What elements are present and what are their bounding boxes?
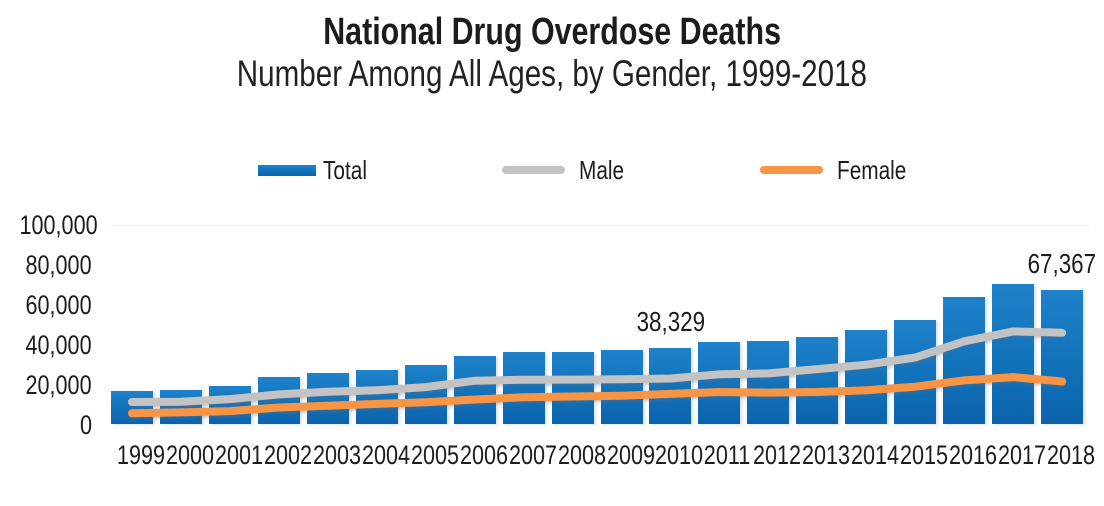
x-axis-tick-2013: 2013 (796, 441, 850, 469)
total-bar-2011 (698, 341, 741, 425)
total-bar-2018 (1041, 289, 1084, 425)
y-axis-tick-label: 100,000 (19, 209, 98, 240)
x-axis-tick-label: 2018 (1047, 440, 1096, 470)
x-axis-tick-label: 2008 (557, 440, 606, 470)
legend-item-male: Male (502, 156, 635, 184)
x-axis-tick-2011: 2011 (698, 440, 751, 470)
y-axis-tick-label: 20,000 (25, 369, 92, 400)
x-axis-tick-2018: 2018 (1041, 441, 1095, 469)
x-axis-tick-2000: 2000 (160, 441, 214, 469)
x-axis-tick-2002: 2002 (258, 441, 312, 469)
total-bar-2009 (600, 350, 643, 425)
total-bar-2015 (894, 319, 937, 425)
total-bar-1999 (111, 390, 153, 425)
x-axis-tick-label: 2000 (165, 440, 215, 470)
y-axis-tick-label: 0 (79, 409, 92, 440)
female-swatch-icon (760, 166, 823, 174)
x-axis-tick-label: 1999 (117, 440, 166, 470)
total-bar-2005 (404, 364, 447, 425)
y-axis-tick-80000: 80,000 (0, 251, 92, 279)
x-axis-tick-2001: 2001 (209, 441, 263, 469)
x-axis-tick-label: 2013 (802, 440, 851, 470)
total-bar-2014 (845, 330, 888, 425)
male-swatch-icon (502, 166, 565, 174)
x-axis-tick-2010: 2010 (649, 441, 703, 469)
x-axis-tick-2014: 2014 (845, 441, 899, 469)
x-axis-tick-label: 2016 (949, 440, 998, 470)
x-axis-tick-label: 2014 (851, 440, 900, 470)
x-axis-tick-label: 2001 (214, 440, 263, 470)
total-bar-2002 (257, 377, 300, 425)
total-bar-2000 (159, 389, 202, 425)
y-axis-tick-label: 40,000 (25, 329, 92, 360)
x-axis-tick-2009: 2009 (601, 441, 655, 469)
y-axis-tick-40000: 40,000 (0, 331, 92, 359)
x-axis-tick-label: 2011 (704, 440, 751, 470)
x-axis-tick-2007: 2007 (503, 441, 557, 469)
y-axis-tick-0: 0 (0, 411, 92, 439)
x-axis-tick-label: 2006 (459, 440, 508, 470)
y-axis-tick-20000: 20,000 (0, 371, 92, 399)
total-bar-2004 (355, 369, 398, 425)
x-axis-tick-2017: 2017 (992, 441, 1046, 469)
x-axis-tick-2005: 2005 (405, 441, 459, 469)
total-bar-2017 (992, 284, 1035, 425)
x-axis-tick-label: 2017 (998, 440, 1047, 470)
data-label-2010: 38,329 (610, 305, 730, 337)
total-bar-2006 (453, 355, 496, 425)
chart-subtitle: Number Among All Ages, by Gender, 1999-2… (0, 54, 1104, 94)
x-axis-tick-label: 2007 (508, 440, 557, 470)
x-axis-tick-label: 2012 (753, 440, 802, 470)
total-swatch-icon (258, 164, 316, 176)
total-bar-2013 (796, 336, 839, 425)
chart-subtitle-text: Number Among All Ages, by Gender, 1999-2… (236, 53, 868, 94)
chart-title: National Drug Overdose Deaths (0, 12, 1104, 52)
total-bar-2001 (208, 385, 251, 425)
y-axis-tick-100000: 100,000 (0, 211, 98, 239)
legend-label-male: Male (579, 155, 625, 185)
x-axis-tick-label: 2004 (361, 440, 410, 470)
x-axis-tick-2012: 2012 (747, 441, 801, 469)
x-axis-tick-label: 2010 (655, 440, 704, 470)
x-axis-tick-2008: 2008 (552, 441, 606, 469)
legend-item-total: Total (258, 156, 378, 184)
x-axis-tick-2004: 2004 (356, 441, 410, 469)
data-label-text: 67,367 (1027, 247, 1097, 279)
data-label-2018: 67,367 (1002, 247, 1104, 279)
total-bar-2012 (747, 341, 790, 425)
legend-label-female: Female (837, 155, 907, 185)
x-axis-tick-1999: 1999 (111, 441, 165, 469)
y-axis-tick-60000: 60,000 (0, 291, 92, 319)
x-axis-tick-2016: 2016 (943, 441, 997, 469)
legend-item-female: Female (760, 156, 924, 184)
total-bar-2008 (551, 351, 594, 425)
x-axis-tick-label: 2009 (606, 440, 655, 470)
total-bar-2007 (502, 352, 545, 425)
x-axis-tick-label: 2005 (410, 440, 459, 470)
x-axis-tick-2015: 2015 (894, 441, 948, 469)
y-axis-tick-label: 80,000 (25, 249, 92, 280)
data-label-text: 38,329 (636, 305, 705, 337)
total-bar-2016 (943, 297, 986, 425)
y-axis-tick-label: 60,000 (25, 289, 92, 320)
x-axis-tick-label: 2003 (312, 440, 361, 470)
x-axis-tick-2003: 2003 (307, 441, 361, 469)
total-bar-2003 (306, 372, 349, 425)
x-axis-tick-label: 2002 (263, 440, 312, 470)
x-axis-tick-2006: 2006 (454, 441, 508, 469)
total-bar-2010 (649, 347, 692, 425)
x-axis-tick-label: 2015 (900, 440, 949, 470)
legend-label-total: Total (323, 155, 367, 185)
chart-title-text: National Drug Overdose Deaths (323, 11, 781, 53)
gridline-100000 (111, 224, 1090, 226)
